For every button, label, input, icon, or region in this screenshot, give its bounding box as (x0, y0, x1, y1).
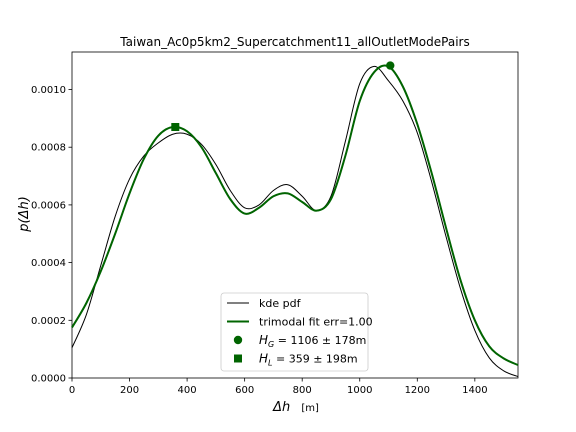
legend-value: = 1106 ± 178m (274, 334, 366, 347)
legend-symbol: H (259, 333, 268, 347)
y-tick-label: 0.0000 (31, 374, 66, 385)
x-tick-label: 800 (293, 385, 312, 396)
legend: kde pdf trimodal fit err=1.00 HG = 1106 ± … (220, 292, 373, 372)
x-axis-symbol: Δh (272, 400, 290, 415)
plot-frame (71, 51, 519, 379)
x-tick-label: 400 (178, 385, 197, 396)
marker-hl-square (171, 123, 180, 132)
marker-hg-circle (386, 61, 395, 70)
x-axis-unit: [m] (301, 403, 319, 414)
legend-entry-label: HG = 1106 ± 178m (259, 333, 366, 349)
x-axis: 0 200 400 600 800 1000 1200 1400 (69, 378, 488, 396)
legend-box (220, 292, 369, 372)
series-layer (71, 64, 519, 378)
legend-subscript: L (268, 359, 272, 368)
legend-subscript: G (268, 340, 274, 349)
plot-area (71, 51, 519, 379)
y-tick-label: 0.0004 (31, 258, 66, 269)
y-axis: 0.0000 0.0002 0.0004 0.0006 0.0008 0.0010 (31, 85, 72, 385)
marker-layer (171, 61, 395, 132)
y-tick-label: 0.0008 (31, 143, 66, 154)
legend-symbol: H (259, 352, 268, 366)
legend-entry-label: trimodal fit err=1.00 (259, 316, 373, 329)
x-axis-title: Δh [m] (272, 396, 319, 415)
legend-entry-label: kde pdf (259, 297, 302, 310)
x-tick-label: 0 (69, 385, 75, 396)
legend-value: = 359 ± 198m (273, 353, 358, 366)
x-tick-label: 1200 (405, 385, 430, 396)
y-tick-label: 0.0010 (31, 85, 66, 96)
x-tick-label: 600 (235, 385, 254, 396)
x-tick-label: 1000 (347, 385, 372, 396)
legend-entry-label: HL = 359 ± 198m (259, 352, 358, 368)
x-tick-label: 1400 (462, 385, 487, 396)
chart-title: Taiwan_Ac0p5km2_Supercatchment11_allOutl… (119, 35, 469, 49)
x-tick-label: 200 (120, 385, 139, 396)
legend-handle-circle (233, 335, 243, 345)
y-tick-label: 0.0002 (31, 316, 66, 327)
legend-handle-square (234, 354, 242, 363)
y-axis-title: p(Δh) (17, 196, 32, 233)
series-trimodal-fit-line (71, 64, 519, 366)
y-tick-label: 0.0006 (31, 200, 66, 211)
